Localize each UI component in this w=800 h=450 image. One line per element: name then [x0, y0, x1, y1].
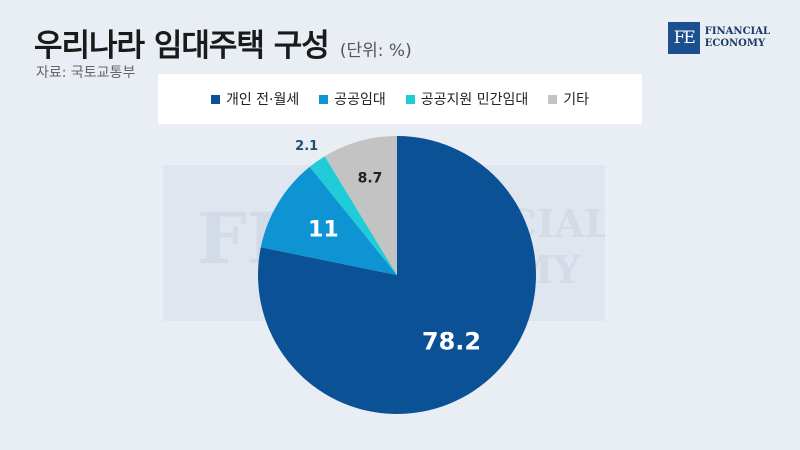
data-label: 78.2 [422, 328, 481, 356]
legend-item: 기타 [548, 89, 589, 109]
chart-unit: (단위: %) [339, 41, 412, 61]
legend-swatch [210, 94, 220, 104]
chart-header: 우리나라 임대주택 구성 (단위: %) [34, 20, 412, 65]
pie-labels: 78.2 11 2.1 8.7 [295, 139, 481, 356]
pie-slice [324, 136, 397, 275]
data-label: 2.1 [295, 139, 318, 154]
legend-item: 공공지원 민간임대 [405, 89, 529, 109]
legend-label: 개인 전·월세 [225, 92, 300, 108]
chart-title: 우리나라 임대주택 구성 [34, 28, 330, 64]
logo-text: FINANCIAL ECONOMY [705, 26, 770, 50]
chart-legend: 개인 전·월세 공공임대 공공지원 민간임대 기타 [158, 74, 642, 124]
pie-slices [258, 136, 536, 414]
legend-label: 공공지원 민간임대 [420, 92, 529, 108]
legend-item: 개인 전·월세 [210, 89, 300, 109]
legend-label: 공공임대 [334, 92, 386, 108]
pie-slice [260, 166, 397, 275]
legend-swatch [548, 94, 558, 104]
brand-logo: FE FINANCIAL ECONOMY [667, 22, 770, 54]
legend-swatch [405, 94, 415, 104]
logo-line-1: FINANCIAL [704, 26, 770, 37]
data-label: 8.7 [358, 171, 383, 187]
logo-mark: FE [667, 22, 700, 54]
legend-label: 기타 [563, 92, 590, 108]
pie-slice [309, 156, 397, 275]
logo-line-2: ECONOMY [704, 38, 766, 49]
source-note: 자료: 국토교통부 [36, 65, 136, 81]
data-label: 11 [308, 218, 339, 243]
legend-swatch [319, 94, 329, 104]
legend-item: 공공임대 [319, 89, 386, 109]
